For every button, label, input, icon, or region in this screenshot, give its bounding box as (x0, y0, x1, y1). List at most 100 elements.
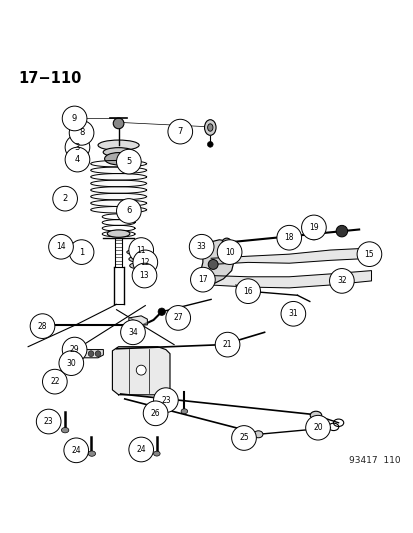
Ellipse shape (128, 256, 145, 262)
Text: 3: 3 (75, 143, 80, 152)
Text: 27: 27 (173, 313, 183, 322)
Circle shape (49, 235, 73, 259)
Ellipse shape (153, 451, 160, 456)
Text: 21: 21 (222, 340, 232, 349)
Ellipse shape (126, 249, 147, 255)
Text: 2: 2 (62, 194, 68, 203)
Text: 11: 11 (136, 246, 146, 255)
Circle shape (276, 225, 301, 250)
Text: 17: 17 (197, 275, 207, 284)
Circle shape (132, 263, 157, 288)
Text: 31: 31 (288, 309, 297, 318)
Ellipse shape (369, 251, 372, 259)
Text: 16: 16 (243, 287, 252, 296)
Ellipse shape (222, 238, 231, 247)
Circle shape (207, 141, 213, 147)
Text: 33: 33 (196, 243, 206, 251)
Circle shape (128, 238, 153, 262)
Circle shape (208, 260, 218, 269)
Text: 20: 20 (313, 423, 322, 432)
Text: 7: 7 (177, 127, 183, 136)
Ellipse shape (107, 230, 130, 237)
Circle shape (36, 409, 61, 434)
Text: 30: 30 (66, 359, 76, 368)
Circle shape (335, 225, 347, 237)
Circle shape (280, 302, 305, 326)
Text: 28: 28 (38, 321, 47, 330)
Ellipse shape (207, 124, 212, 131)
Text: 6: 6 (126, 206, 131, 215)
Text: 17−110: 17−110 (18, 71, 81, 86)
Circle shape (69, 240, 94, 264)
Circle shape (143, 401, 168, 426)
Text: 29: 29 (70, 345, 79, 354)
Text: 1: 1 (79, 248, 84, 256)
Ellipse shape (103, 148, 134, 157)
Text: 23: 23 (161, 395, 170, 405)
Circle shape (95, 351, 101, 357)
Circle shape (53, 187, 77, 211)
Circle shape (329, 269, 354, 293)
Circle shape (88, 351, 94, 357)
Ellipse shape (104, 152, 132, 165)
Text: 9: 9 (72, 114, 77, 123)
Polygon shape (83, 350, 103, 358)
Ellipse shape (129, 263, 144, 269)
Ellipse shape (88, 451, 95, 456)
Ellipse shape (309, 411, 321, 419)
Text: 5: 5 (126, 157, 131, 166)
Circle shape (116, 199, 141, 223)
Text: 93417  110: 93417 110 (348, 456, 399, 465)
Polygon shape (200, 240, 233, 283)
Ellipse shape (98, 140, 139, 150)
Circle shape (62, 106, 87, 131)
Text: 18: 18 (284, 233, 293, 242)
Text: 4: 4 (75, 155, 80, 164)
Text: 24: 24 (71, 446, 81, 455)
Text: 24: 24 (136, 445, 146, 454)
Polygon shape (128, 316, 147, 325)
Circle shape (133, 250, 157, 274)
Text: 26: 26 (150, 409, 160, 418)
Polygon shape (211, 248, 370, 264)
Circle shape (190, 268, 215, 292)
Circle shape (65, 135, 90, 159)
Ellipse shape (180, 409, 187, 414)
Circle shape (244, 286, 252, 294)
Circle shape (65, 147, 90, 172)
Circle shape (189, 235, 214, 259)
Circle shape (43, 369, 67, 394)
Text: 15: 15 (364, 249, 373, 259)
Ellipse shape (253, 431, 262, 438)
Text: 10: 10 (224, 248, 234, 256)
Circle shape (158, 308, 165, 316)
Circle shape (217, 240, 241, 264)
Text: 13: 13 (139, 271, 149, 280)
Text: 19: 19 (309, 223, 318, 232)
Circle shape (301, 215, 325, 240)
Circle shape (166, 305, 190, 330)
Circle shape (136, 365, 146, 375)
Circle shape (120, 320, 145, 345)
Text: 25: 25 (239, 433, 248, 442)
Circle shape (159, 409, 166, 416)
Text: 22: 22 (50, 377, 59, 386)
Circle shape (215, 332, 239, 357)
Polygon shape (112, 346, 170, 395)
Circle shape (128, 437, 153, 462)
Text: 12: 12 (140, 258, 150, 267)
Circle shape (116, 149, 141, 174)
Circle shape (59, 351, 83, 375)
Ellipse shape (367, 247, 374, 263)
Circle shape (356, 242, 381, 266)
Circle shape (153, 388, 178, 413)
Circle shape (168, 119, 192, 144)
Circle shape (113, 118, 123, 129)
Text: 23: 23 (44, 417, 53, 426)
Circle shape (64, 438, 88, 463)
Text: 34: 34 (128, 328, 138, 337)
Circle shape (308, 229, 318, 240)
Text: 8: 8 (79, 128, 84, 138)
Circle shape (62, 337, 87, 362)
Circle shape (30, 314, 55, 338)
